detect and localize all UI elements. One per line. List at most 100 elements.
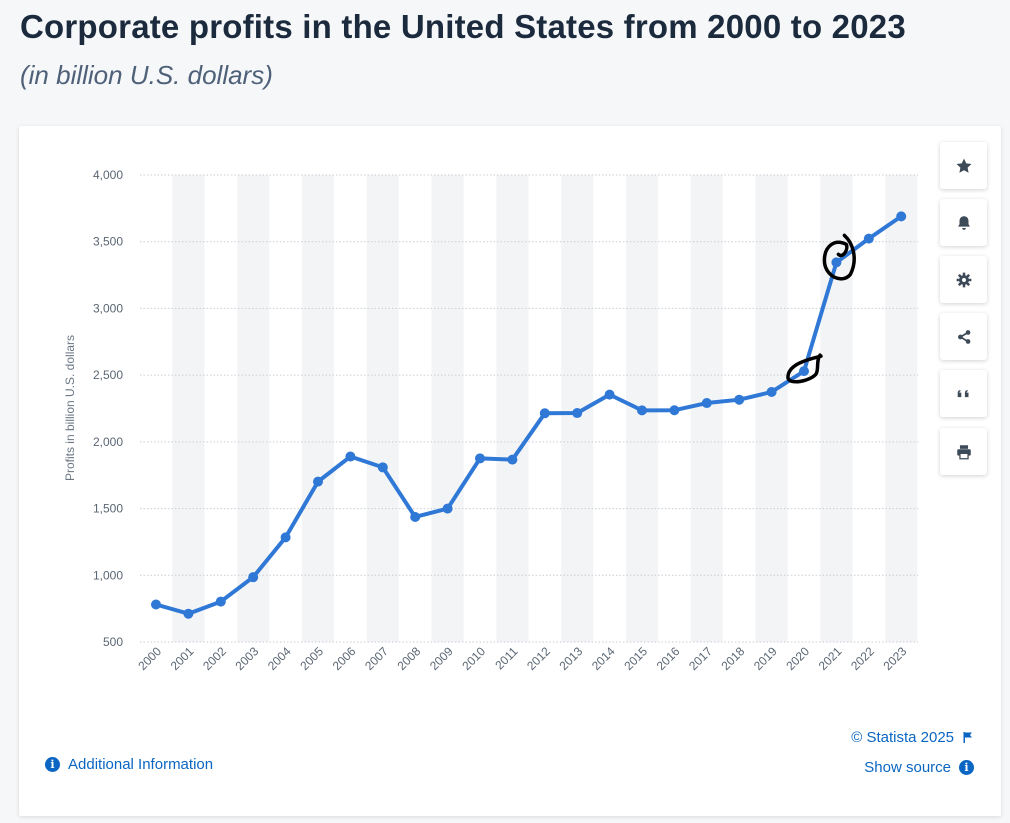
alternating-bands	[172, 175, 918, 642]
y-tick-label: 500	[103, 635, 123, 649]
flag-icon	[963, 732, 972, 743]
y-tick-label: 3,000	[93, 301, 123, 315]
series-line-path	[154, 214, 904, 616]
y-tick-label: 2,000	[93, 435, 123, 449]
data-point-2013	[572, 408, 583, 419]
page-subtitle: (in billion U.S. dollars)	[20, 60, 273, 90]
share-icon	[957, 329, 970, 344]
quote-icon	[957, 389, 968, 397]
x-tick-label: 2019	[751, 644, 780, 673]
data-point-2020	[799, 366, 809, 377]
page-title: Corporate profits in the United States f…	[20, 8, 906, 45]
x-tick-label: 2015	[621, 644, 650, 673]
info-icon: i	[45, 757, 60, 772]
gear-icon	[956, 272, 971, 287]
print-icon	[956, 444, 971, 459]
x-tick-label: 2017	[686, 644, 715, 673]
data-point-2021	[831, 257, 842, 268]
additional-information-link[interactable]: i Additional Information	[45, 756, 213, 773]
data-point-2008	[410, 511, 421, 522]
band-2023	[885, 175, 918, 642]
data-point-2023	[896, 211, 907, 222]
settings-button[interactable]	[940, 256, 987, 303]
data-point-2005	[313, 476, 323, 487]
bell-icon	[957, 215, 970, 230]
annotation-circle-2021	[822, 233, 856, 281]
print-button[interactable]	[940, 428, 987, 475]
star-icon	[956, 158, 971, 173]
band-2005	[302, 175, 334, 642]
x-tick-label: 2021	[816, 644, 845, 673]
x-tick-label: 2011	[492, 644, 520, 672]
share-button[interactable]	[940, 313, 987, 360]
band-2001	[172, 175, 205, 642]
band-2017	[690, 175, 723, 642]
data-point-2017	[701, 398, 712, 409]
data-point-2007	[377, 462, 388, 473]
y-tick-label: 1,500	[93, 502, 123, 516]
x-tick-label: 2018	[719, 644, 748, 673]
data-point-2010	[475, 453, 485, 464]
hand-drawn-annotations	[786, 233, 856, 384]
y-tick-label: 4,000	[93, 168, 123, 182]
cite-button[interactable]	[940, 370, 987, 417]
data-point-2006	[345, 451, 356, 462]
y-axis-label: Profits in billion U.S. dollars	[63, 335, 77, 481]
x-tick-label: 2002	[200, 644, 229, 673]
x-tick-label: 2008	[395, 644, 424, 673]
y-tick-label: 2,500	[93, 368, 123, 382]
data-point-2016	[669, 405, 680, 416]
x-tick-label: 2003	[233, 644, 262, 673]
data-point-2001	[183, 608, 194, 619]
x-tick-label: 2022	[848, 644, 877, 673]
band-2003	[237, 175, 270, 642]
x-tick-label: 2012	[524, 644, 553, 673]
x-tick-label: 2005	[297, 644, 326, 673]
copyright: © Statista 2025	[851, 729, 974, 746]
data-point-2004	[280, 532, 291, 543]
y-tick-label: 1,000	[93, 568, 123, 582]
info-icon: i	[959, 760, 974, 775]
data-point-2022	[863, 233, 874, 244]
data-point-2019	[766, 386, 777, 397]
x-axis-ticks: 2000 2001 2002 2003 2004 2005 2006 2007 2008 2009…	[135, 644, 909, 673]
data-point-2014	[604, 389, 615, 400]
series-points	[151, 211, 907, 619]
band-2007	[366, 175, 399, 642]
favorite-button[interactable]	[940, 142, 987, 189]
x-tick-label: 2013	[557, 644, 586, 673]
x-tick-label: 2001	[168, 644, 197, 673]
x-tick-label: 2020	[783, 644, 812, 673]
x-tick-label: 2006	[330, 644, 359, 673]
annotation-circle-2020	[786, 353, 823, 384]
x-tick-label: 2000	[135, 644, 164, 673]
data-point-2018	[734, 394, 745, 405]
y-tick-label: 3,500	[93, 235, 123, 249]
data-point-2011	[507, 454, 518, 465]
show-source-link[interactable]: Show source i	[864, 759, 974, 776]
data-point-2003	[248, 572, 259, 583]
band-2009	[431, 175, 464, 642]
x-tick-label: 2009	[427, 644, 456, 673]
y-axis-ticks: 500 1,000 1,500 2,000 2,500 3,000 3,500 4,000	[93, 168, 123, 649]
data-point-2012	[539, 408, 550, 419]
notification-button[interactable]	[940, 199, 987, 246]
data-point-2009	[442, 503, 453, 514]
band-2019	[755, 175, 788, 642]
additional-information-label: Additional Information	[68, 756, 214, 773]
series-line	[154, 214, 904, 616]
x-tick-label: 2010	[459, 644, 488, 673]
band-2011	[496, 175, 529, 642]
x-tick-label: 2004	[265, 644, 294, 673]
x-tick-label: 2014	[589, 644, 618, 673]
gridlines	[140, 174, 918, 643]
x-tick-label: 2023	[881, 644, 910, 673]
data-point-2000	[151, 599, 161, 610]
copyright-text: © Statista 2025	[851, 729, 954, 746]
data-point-2015	[637, 405, 647, 416]
x-tick-label: 2007	[362, 644, 391, 673]
x-tick-label: 2016	[654, 644, 683, 673]
data-point-2002	[215, 596, 226, 607]
show-source-label: Show source	[864, 759, 951, 776]
